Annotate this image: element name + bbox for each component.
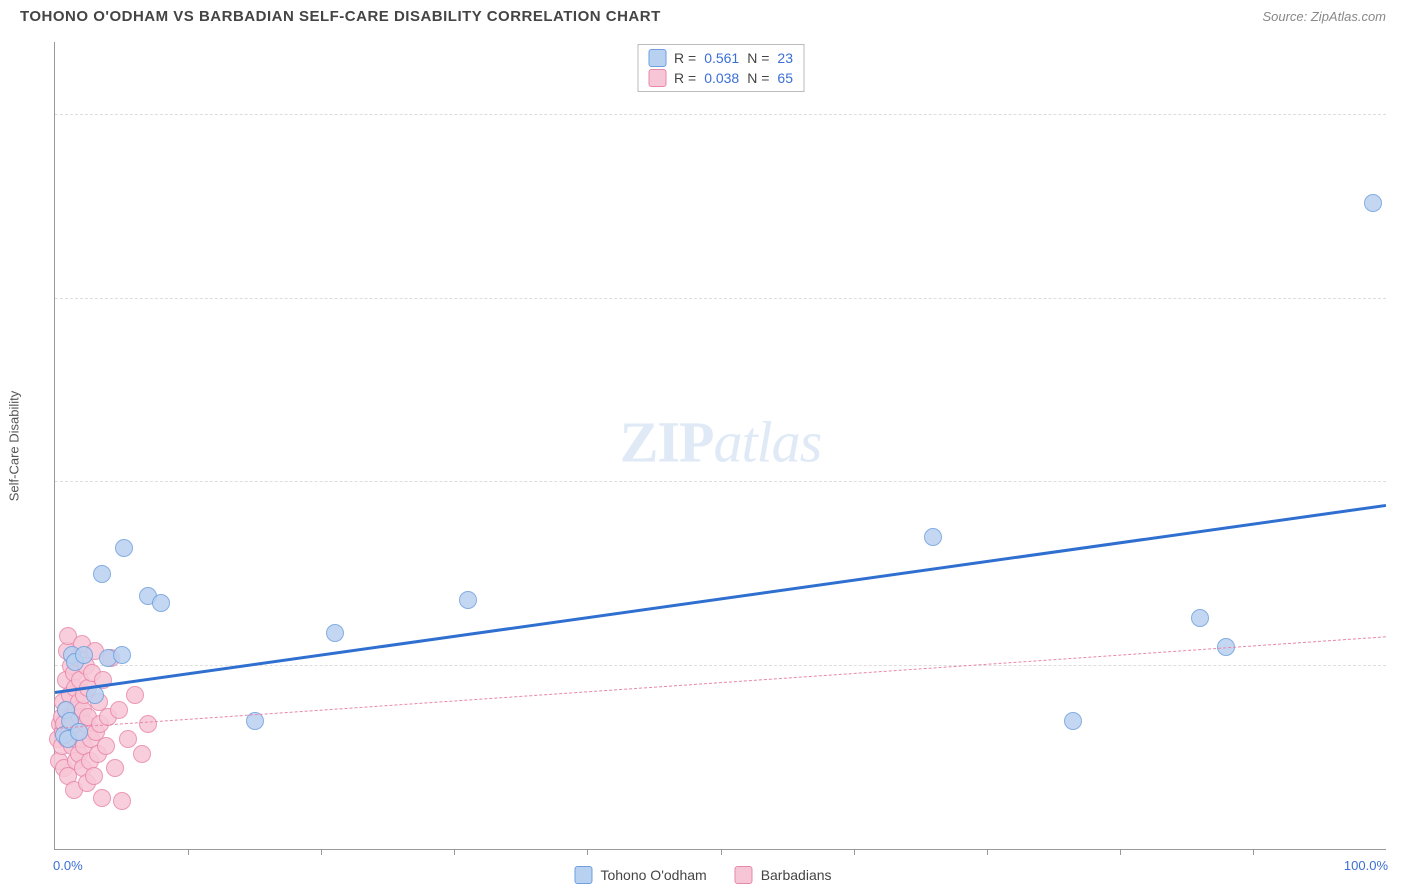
legend-swatch-1 — [648, 49, 666, 67]
data-point — [152, 594, 170, 612]
data-point — [97, 737, 115, 755]
data-point — [106, 759, 124, 777]
data-point — [85, 767, 103, 785]
plot-region: ZIPatlas R = 0.561 N = 23 R = 0.038 N = … — [54, 42, 1386, 850]
n-value-1: 23 — [777, 50, 793, 66]
r-value-1: 0.561 — [704, 50, 739, 66]
data-point — [113, 792, 131, 810]
stats-legend: R = 0.561 N = 23 R = 0.038 N = 65 — [637, 44, 804, 92]
series-legend: Tohono O'odham Barbadians — [574, 866, 831, 884]
series-legend-item-1: Tohono O'odham — [574, 866, 706, 884]
n-label-1: N = — [747, 50, 769, 66]
data-point — [133, 745, 151, 763]
x-tick — [587, 849, 588, 855]
legend-swatch-2 — [648, 69, 666, 87]
x-tick — [454, 849, 455, 855]
data-point — [326, 624, 344, 642]
gridline — [55, 114, 1386, 115]
x-tick — [721, 849, 722, 855]
x-tick — [1253, 849, 1254, 855]
stats-legend-row-1: R = 0.561 N = 23 — [648, 49, 793, 67]
gridline — [55, 298, 1386, 299]
data-point — [459, 591, 477, 609]
series-label-1: Tohono O'odham — [600, 867, 706, 883]
data-point — [1191, 609, 1209, 627]
data-point — [93, 565, 111, 583]
r-value-2: 0.038 — [704, 70, 739, 86]
watermark: ZIPatlas — [620, 408, 822, 475]
gridline — [55, 481, 1386, 482]
data-point — [126, 686, 144, 704]
data-point — [1364, 194, 1382, 212]
chart-area: Self-Care Disability ZIPatlas R = 0.561 … — [20, 42, 1386, 850]
x-tick — [1120, 849, 1121, 855]
data-point — [115, 539, 133, 557]
data-point — [139, 715, 157, 733]
x-tick — [854, 849, 855, 855]
data-point — [75, 646, 93, 664]
data-point — [1064, 712, 1082, 730]
r-label-2: R = — [674, 70, 696, 86]
source-attribution: Source: ZipAtlas.com — [1262, 9, 1386, 24]
x-tick — [987, 849, 988, 855]
watermark-atlas: atlas — [713, 409, 821, 474]
x-tick — [321, 849, 322, 855]
trend-line — [55, 636, 1386, 729]
x-tick — [188, 849, 189, 855]
data-point — [119, 730, 137, 748]
data-point — [113, 646, 131, 664]
data-point — [110, 701, 128, 719]
series-label-2: Barbadians — [761, 867, 832, 883]
y-axis-label: Self-Care Disability — [7, 391, 22, 502]
n-value-2: 65 — [777, 70, 793, 86]
trend-line — [55, 504, 1386, 694]
r-label-1: R = — [674, 50, 696, 66]
series-swatch-2 — [735, 866, 753, 884]
x-max-label: 100.0% — [1344, 858, 1388, 873]
series-legend-item-2: Barbadians — [735, 866, 832, 884]
data-point — [93, 789, 111, 807]
n-label-2: N = — [747, 70, 769, 86]
data-point — [924, 528, 942, 546]
stats-legend-row-2: R = 0.038 N = 65 — [648, 69, 793, 87]
chart-title: TOHONO O'ODHAM VS BARBADIAN SELF-CARE DI… — [20, 8, 661, 25]
x-origin-label: 0.0% — [53, 858, 83, 873]
series-swatch-1 — [574, 866, 592, 884]
watermark-zip: ZIP — [620, 409, 714, 474]
